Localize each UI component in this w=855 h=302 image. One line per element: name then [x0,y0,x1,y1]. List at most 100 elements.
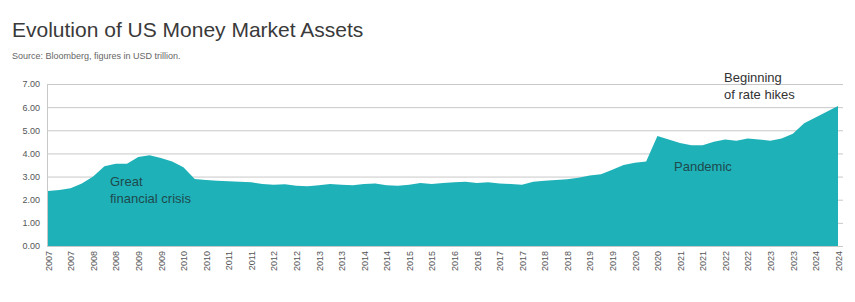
x-tick: 2007 [44,251,54,271]
x-tick-label: 2019 [585,251,595,271]
x-tick-label: 2012 [269,251,279,271]
x-tick: 2017 [518,251,528,271]
annotation-line: Beginning [724,70,782,85]
x-tick: 2014 [382,251,392,271]
x-tick: 2017 [495,251,505,271]
x-axis-line [49,246,839,247]
x-tick-label: 2008 [89,251,99,271]
annotation: Great financial crisis [110,174,191,206]
x-tick: 2015 [405,251,415,271]
x-tick-label: 2009 [157,251,167,271]
x-tick-label: 2012 [292,251,302,271]
x-tick-label: 2024 [834,251,844,271]
x-tick-label: 2011 [247,251,257,270]
x-tick-label: 2023 [766,251,776,271]
x-tick-label: 2020 [653,251,663,271]
x-tick-label: 2023 [789,251,799,271]
x-tick: 2016 [450,251,460,271]
x-tick-label: 2018 [563,251,573,271]
y-axis-line [48,85,844,247]
x-tick: 2012 [292,251,302,271]
x-tick: 2020 [631,251,641,271]
x-tick-label: 2022 [743,251,753,271]
x-tick: 2013 [337,251,347,271]
x-tick: 2021 [698,251,708,271]
x-tick: 2010 [202,251,212,271]
x-tick: 2024 [811,251,821,271]
annotation: Beginningof rate hikes [724,70,795,102]
plot-area [48,106,838,246]
x-tick-label: 2016 [450,251,460,271]
x-tick: 2015 [427,251,437,271]
y-tick: 7.00 [22,79,843,89]
x-tick-label: 2024 [811,251,821,271]
grid-line [47,107,843,108]
chart: Evolution of US Money Market Assets Sourc… [0,0,855,302]
x-tick: 2019 [585,251,595,271]
x-tick: 2010 [179,251,189,271]
y-tick-label: 4.00 [22,149,40,159]
y-tick-label: 5.00 [22,126,40,136]
x-tick: 2018 [540,251,550,271]
x-tick-label: 2007 [44,251,54,271]
x-tick: 2024 [834,251,844,271]
subtitle: Source: Bloomberg, figures in USD trilli… [12,51,181,61]
x-tick: 2016 [473,251,483,271]
x-tick-label: 2013 [337,251,347,271]
annotation-line: Pandemic [674,159,732,174]
y-tick-label: 7.00 [22,79,40,89]
x-tick-label: 2022 [721,251,731,271]
x-tick: 2009 [157,251,167,271]
x-tick: 2007 [66,251,76,271]
x-tick-label: 2010 [179,251,189,271]
grid-line [47,246,843,247]
grid-line [47,130,843,131]
annotation-line: Great [110,174,143,189]
y-tick-label: 3.00 [22,172,40,182]
x-tick: 2008 [89,251,99,271]
x-tick: 2011 [247,251,257,270]
x-tick-label: 2017 [518,251,528,271]
y-tick-label: 0.00 [22,241,40,251]
annotation-line: financial crisis [110,191,191,206]
x-tick: 2022 [743,251,753,271]
y-tick: 5.00 [22,126,843,136]
y-axis: 0.00 1.00 2.00 3.00 4.00 5.00 6.00 7.00 [22,79,843,251]
x-tick-label: 2015 [427,251,437,271]
area [48,106,838,246]
x-tick-label: 2014 [382,251,392,271]
y-tick-label: 6.00 [22,103,40,113]
x-tick: 2018 [563,251,573,271]
x-tick: 2019 [608,251,618,271]
x-tick: 2009 [134,251,144,271]
x-tick: 2022 [721,251,731,271]
x-tick-label: 2014 [360,251,370,271]
x-tick-label: 2021 [676,251,686,271]
annotation: Pandemic [674,159,732,174]
x-tick-label: 2013 [315,251,325,271]
x-tick-label: 2019 [608,251,618,271]
x-tick-label: 2007 [66,251,76,271]
x-tick-label: 2016 [473,251,483,271]
x-tick-label: 2018 [540,251,550,271]
x-tick: 2023 [766,251,776,271]
x-tick: 2012 [269,251,279,271]
x-tick-label: 2015 [405,251,415,271]
x-tick-label: 2021 [698,251,708,271]
x-tick: 2011 [224,251,234,270]
x-tick: 2021 [676,251,686,271]
x-tick-label: 2020 [631,251,641,271]
title: Evolution of US Money Market Assets [12,18,363,41]
x-tick: 2008 [111,251,121,271]
x-tick-label: 2010 [202,251,212,271]
x-tick-label: 2011 [224,251,234,270]
x-tick: 2023 [789,251,799,271]
x-tick-label: 2009 [134,251,144,271]
y-tick-label: 1.00 [22,218,40,228]
x-tick-label: 2017 [495,251,505,271]
y-tick: 6.00 [22,103,843,113]
x-tick: 2014 [360,251,370,271]
x-tick: 2013 [315,251,325,271]
x-tick-label: 2008 [111,251,121,271]
y-tick-label: 2.00 [22,195,40,205]
